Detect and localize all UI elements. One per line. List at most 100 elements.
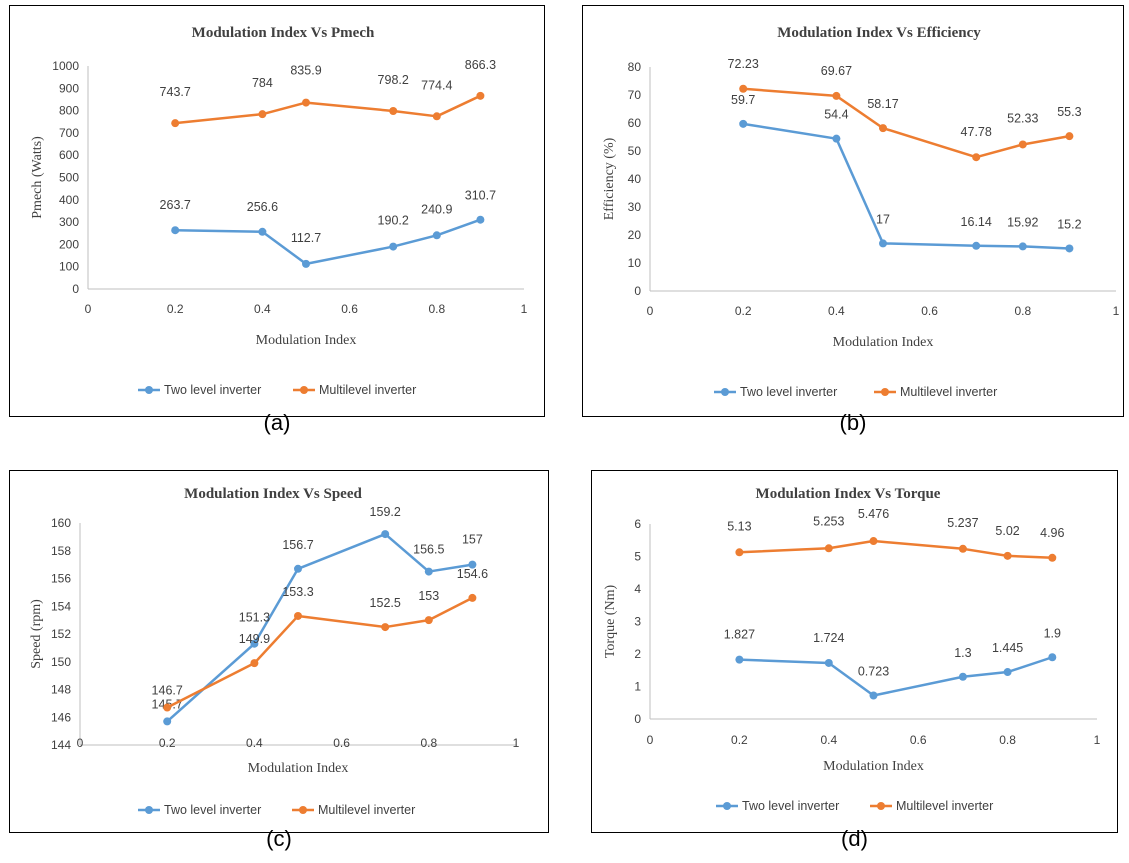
data-point <box>1003 668 1012 677</box>
data-label: 58.17 <box>867 97 898 111</box>
data-point <box>163 703 172 712</box>
y-tick-label: 146 <box>51 710 71 724</box>
data-point <box>832 91 841 100</box>
x-tick-label: 0.2 <box>731 733 748 747</box>
series-line <box>166 596 473 709</box>
y-tick-label: 6 <box>634 517 641 531</box>
data-point <box>468 593 477 602</box>
data-point <box>381 530 390 539</box>
y-tick-label: 80 <box>628 60 642 74</box>
y-tick-label: 5 <box>634 550 641 564</box>
legend-label: Multilevel inverter <box>896 799 993 813</box>
data-point <box>824 658 833 667</box>
x-tick-label: 0.2 <box>167 302 184 316</box>
y-tick-label: 600 <box>59 148 79 162</box>
data-label: 784 <box>252 76 273 90</box>
data-label: 190.2 <box>378 214 409 228</box>
data-label: 59.7 <box>731 93 755 107</box>
data-point <box>958 544 967 553</box>
data-point <box>163 717 172 726</box>
data-point <box>432 231 441 240</box>
data-point <box>739 84 748 93</box>
chart-frame <box>582 5 1124 417</box>
x-tick-label: 0.4 <box>254 302 271 316</box>
data-label: 156.7 <box>282 538 313 552</box>
y-tick-label: 3 <box>634 615 641 629</box>
legend-label: Two level inverter <box>164 383 261 397</box>
data-point <box>869 537 878 546</box>
series-line <box>166 532 473 723</box>
data-label: 798.2 <box>378 73 409 87</box>
data-label: 72.23 <box>728 57 759 71</box>
data-label: 156.5 <box>413 543 444 557</box>
legend-swatch-marker <box>877 802 885 810</box>
chart-title: Modulation Index Vs Pmech <box>192 25 375 41</box>
data-point <box>294 564 302 573</box>
data-point <box>476 91 485 100</box>
y-axis-title: Speed (rpm) <box>29 599 44 669</box>
x-tick-label: 0.4 <box>246 736 263 750</box>
y-tick-label: 1 <box>634 680 641 694</box>
x-tick-label: 0.6 <box>921 304 938 318</box>
data-point <box>294 611 302 620</box>
x-tick-label: 0.8 <box>420 736 437 750</box>
data-label: 5.02 <box>995 524 1019 538</box>
x-tick-label: 0.8 <box>1014 304 1031 318</box>
y-tick-label: 156 <box>51 572 71 586</box>
legend-label: Two level inverter <box>740 385 837 399</box>
x-tick-label: 0 <box>647 733 654 747</box>
data-label: 16.14 <box>961 215 992 229</box>
data-label: 151.3 <box>239 611 270 625</box>
x-tick-label: 0 <box>647 304 654 318</box>
data-point <box>250 639 259 648</box>
data-label: 152.5 <box>370 596 401 610</box>
data-point <box>476 215 485 224</box>
data-label: 154.6 <box>457 567 488 581</box>
data-point <box>389 107 398 116</box>
data-label: 1.445 <box>992 641 1023 655</box>
data-label: 256.6 <box>247 200 278 214</box>
y-tick-label: 60 <box>628 116 642 130</box>
y-tick-label: 1000 <box>52 59 79 73</box>
panel-caption: (d) <box>841 826 868 851</box>
y-tick-label: 148 <box>51 683 71 697</box>
chart-title: Modulation Index Vs Speed <box>184 486 362 502</box>
data-label: 310.7 <box>465 189 496 203</box>
data-point <box>1065 132 1074 141</box>
y-tick-label: 70 <box>628 88 642 102</box>
x-tick-label: 0.4 <box>828 304 845 318</box>
x-axis-title: Modulation Index <box>256 333 357 348</box>
data-label: 866.3 <box>465 58 496 72</box>
data-label: 5.237 <box>947 516 978 530</box>
data-label: 146.7 <box>152 684 183 698</box>
y-tick-label: 158 <box>51 544 71 558</box>
x-tick-label: 0 <box>77 736 84 750</box>
data-label: 17 <box>876 212 890 226</box>
series-line <box>743 122 1070 250</box>
data-point <box>1048 553 1057 562</box>
y-tick-label: 10 <box>628 256 642 270</box>
data-label: 153 <box>418 589 439 603</box>
data-label: 157 <box>462 533 483 547</box>
y-tick-label: 700 <box>59 126 79 140</box>
y-tick-label: 500 <box>59 171 79 185</box>
data-point <box>171 119 180 128</box>
x-tick-label: 0.6 <box>910 733 927 747</box>
data-point <box>424 567 433 576</box>
data-label: 5.476 <box>858 507 889 521</box>
x-tick-label: 0.4 <box>820 733 837 747</box>
data-point <box>972 241 981 250</box>
series-line <box>743 87 1070 159</box>
data-point <box>739 119 748 128</box>
data-point <box>250 659 259 668</box>
data-point <box>302 259 310 268</box>
series-line <box>739 539 1053 560</box>
data-point <box>258 110 267 119</box>
data-point <box>735 655 744 664</box>
